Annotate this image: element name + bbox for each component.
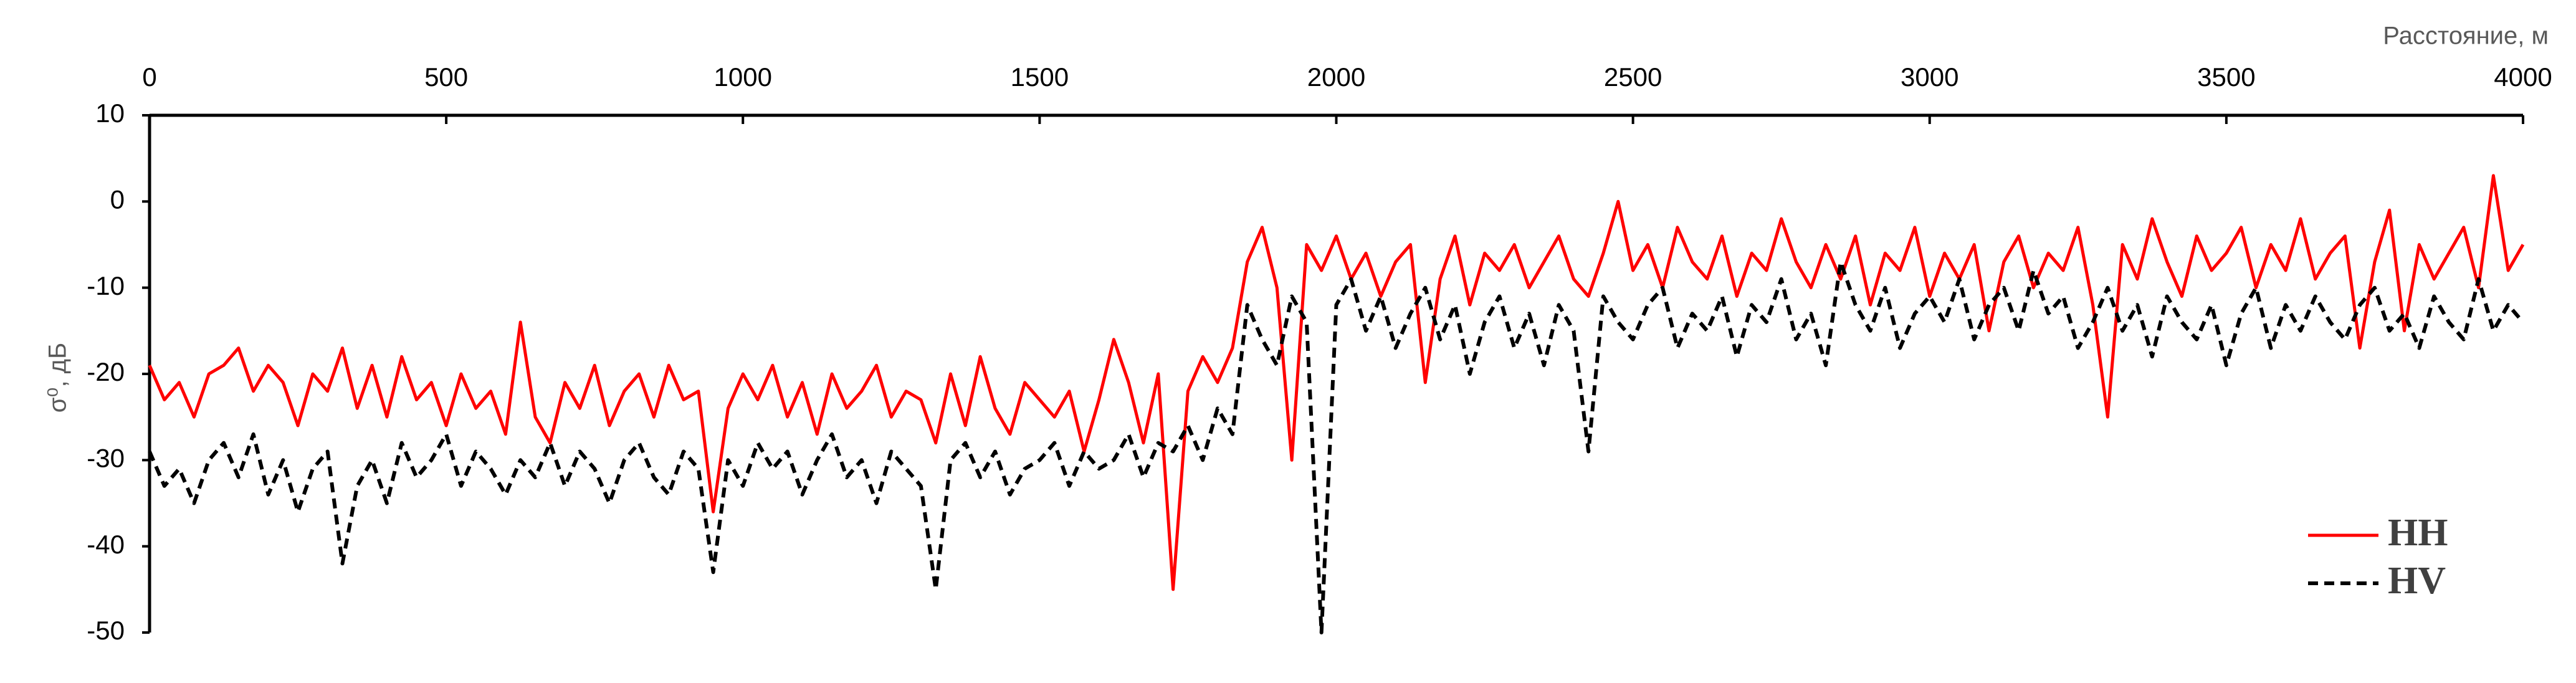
x-tick-label: 4000 xyxy=(2494,62,2552,92)
x-tick-label: 1500 xyxy=(1011,62,1069,92)
y-tick-label: -50 xyxy=(87,616,125,645)
x-tick-label: 2500 xyxy=(1604,62,1662,92)
y-tick-label: 10 xyxy=(95,98,125,128)
legend-label: HV xyxy=(2388,560,2446,602)
x-tick-label: 0 xyxy=(142,62,156,92)
y-tick-label: -10 xyxy=(87,271,125,300)
x-axis-title: Расстояние, м xyxy=(2383,22,2549,50)
x-tick-label: 500 xyxy=(424,62,468,92)
legend-label: HH xyxy=(2388,512,2448,554)
y-tick-label: -20 xyxy=(87,357,125,386)
y-tick-label: -30 xyxy=(87,443,125,472)
x-tick-label: 3500 xyxy=(2197,62,2255,92)
x-tick-label: 1000 xyxy=(714,62,772,92)
x-tick-label: 2000 xyxy=(1307,62,1365,92)
x-tick-label: 3000 xyxy=(1901,62,1958,92)
data-line xyxy=(148,174,2525,591)
y-tick-label: -40 xyxy=(87,530,125,559)
y-axis-title: σ⁰, дБ xyxy=(44,343,72,413)
data-line xyxy=(148,260,2525,634)
y-tick-label: 0 xyxy=(110,184,125,214)
